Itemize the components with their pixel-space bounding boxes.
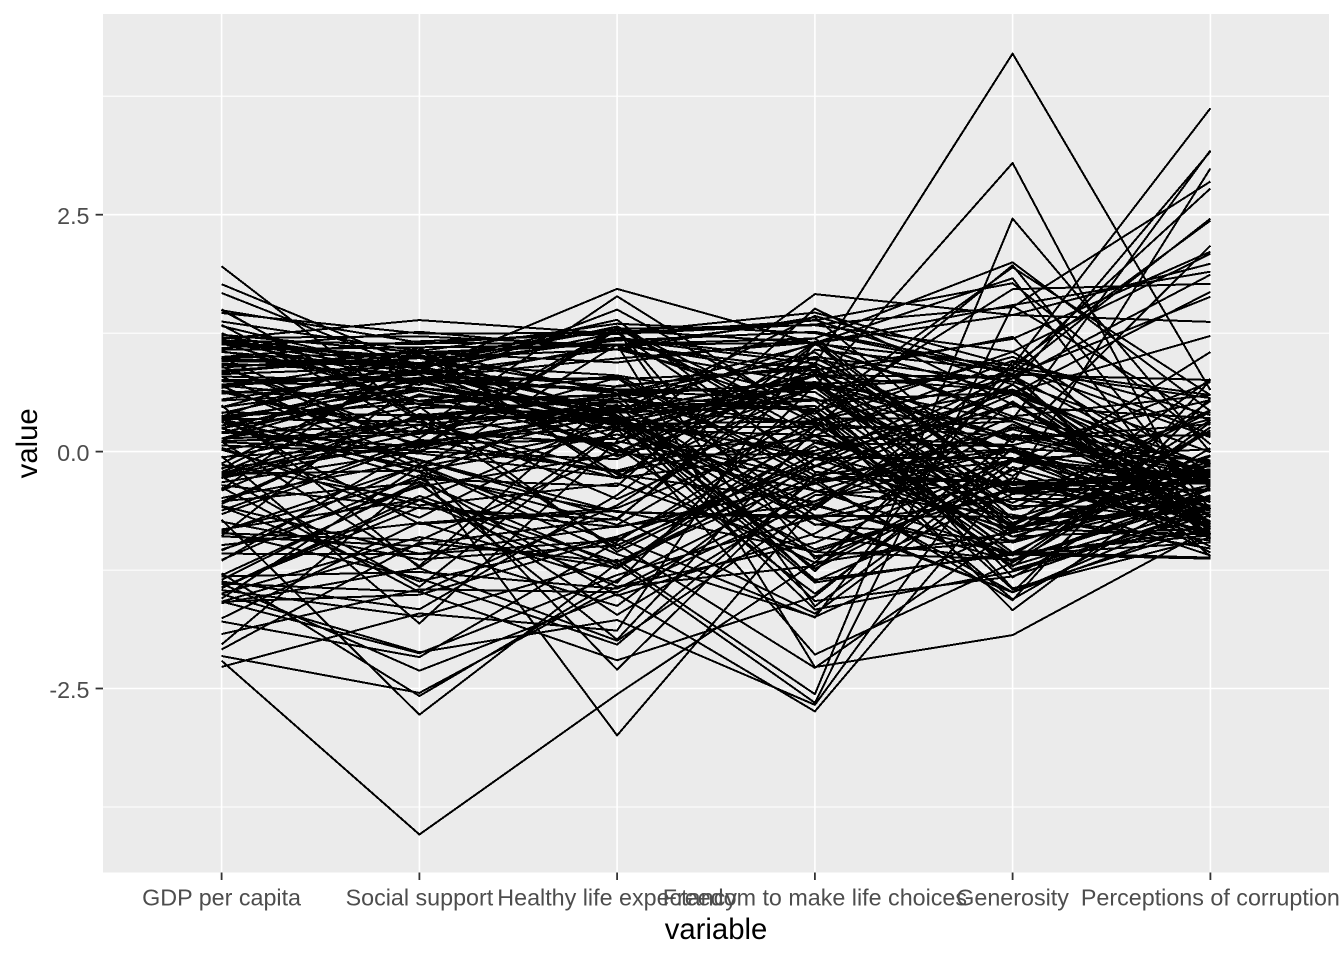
svg-text:Social support: Social support	[346, 885, 494, 911]
svg-text:GDP per capita: GDP per capita	[142, 885, 301, 911]
svg-text:Perceptions of corruption: Perceptions of corruption	[1081, 885, 1340, 911]
svg-text:Healthy life expectancy: Healthy life expectancy	[497, 885, 737, 911]
svg-text:Freedom to make life choices: Freedom to make life choices	[663, 885, 967, 911]
svg-text:Generosity: Generosity	[956, 885, 1069, 911]
svg-text:0.0: 0.0	[57, 440, 89, 466]
svg-text:value: value	[11, 408, 44, 478]
svg-text:variable: variable	[665, 913, 768, 946]
svg-text:-2.5: -2.5	[49, 677, 89, 703]
svg-text:2.5: 2.5	[57, 203, 89, 229]
